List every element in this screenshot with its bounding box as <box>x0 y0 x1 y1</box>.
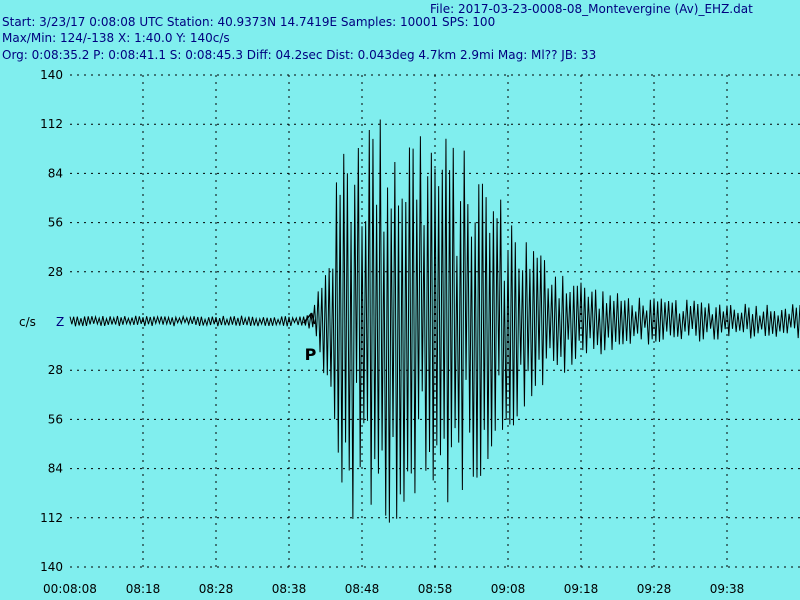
x-tick-label: 00:08:08 <box>43 582 97 596</box>
y-tick-label: 112 <box>40 117 63 131</box>
p-phase-pick: P <box>303 312 317 364</box>
component-label: Z <box>56 315 64 329</box>
y-tick-label: 112 <box>40 511 63 525</box>
x-tick-label: 08:28 <box>199 582 234 596</box>
origin-info-label: Org: 0:08:35.2 P: 0:08:41.1 S: 0:08:45.3… <box>2 48 597 62</box>
x-tick-label: 09:38 <box>710 582 745 596</box>
y-tick-label: 28 <box>48 363 63 377</box>
maxmin-label: Max/Min: 124/-138 X: 1:40.0 Y: 140c/s <box>2 31 230 45</box>
y-tick-labels: 140 112 84 56 28 28 56 84 112 140 <box>40 68 63 574</box>
units-label: c/s <box>19 315 36 329</box>
x-tick-label: 09:18 <box>564 582 599 596</box>
x-tick-label: 09:28 <box>637 582 672 596</box>
p-pick-marker <box>303 312 316 325</box>
y-tick-label: 56 <box>48 216 63 230</box>
start-info-label: Start: 3/23/17 0:08:08 UTC Station: 40.9… <box>2 15 496 29</box>
grid-lines <box>70 74 800 568</box>
y-tick-label: 56 <box>48 412 63 426</box>
y-tick-label: 84 <box>48 166 63 180</box>
x-tick-label: 08:58 <box>418 582 453 596</box>
y-tick-label: 28 <box>48 265 63 279</box>
p-pick-label: P <box>305 345 317 364</box>
file-name-label: File: 2017-03-23-0008-08_Montevergine (A… <box>430 2 753 16</box>
x-tick-label: 09:08 <box>491 582 526 596</box>
x-tick-labels: 00:08:08 08:18 08:28 08:38 08:48 08:58 09:08 09… <box>43 582 744 596</box>
x-tick-label: 08:38 <box>272 582 307 596</box>
y-tick-label: 84 <box>48 462 63 476</box>
y-tick-label: 140 <box>40 560 63 574</box>
x-tick-label: 08:18 <box>126 582 161 596</box>
x-tick-label: 08:48 <box>345 582 380 596</box>
seismic-trace <box>69 119 800 523</box>
y-tick-label: 140 <box>40 68 63 82</box>
